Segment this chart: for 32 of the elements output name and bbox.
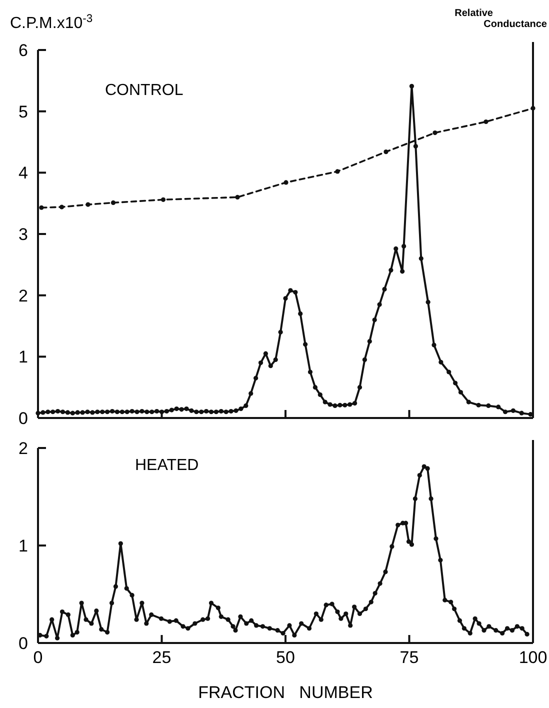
point	[160, 197, 166, 202]
y2-axis-title: Relative Conductance	[454, 8, 548, 30]
y-tick-label: 1	[18, 536, 28, 556]
point	[432, 130, 438, 136]
y-tick-label: 6	[18, 40, 28, 60]
point	[335, 169, 340, 174]
y-tick-label: 0	[18, 408, 28, 428]
point	[384, 150, 388, 154]
point	[530, 106, 536, 111]
y-tick-label: 3	[18, 224, 28, 244]
x-tick-label: 75	[400, 648, 419, 667]
point	[110, 200, 116, 206]
y-tick-label: 4	[18, 164, 28, 183]
point	[284, 180, 288, 185]
x-tick-label: 50	[276, 648, 295, 667]
x-tick-label: 25	[152, 648, 172, 667]
point	[235, 194, 240, 200]
y-tick-label: 2	[18, 286, 28, 306]
y-axis-title: C.P.M.x10$^{-3}$	[10, 13, 93, 32]
y-tick-label: 1	[18, 348, 28, 367]
point	[39, 205, 44, 210]
annotation: HEATED	[135, 457, 199, 474]
point	[86, 202, 90, 207]
x-tick-label: 0	[33, 648, 43, 667]
annotation: CONTROL	[105, 82, 184, 99]
y-tick-label: 5	[18, 102, 28, 122]
x-axis-title: FRACTION NUMBER	[198, 683, 373, 702]
point	[59, 204, 64, 210]
point	[484, 119, 488, 124]
y-tick-label: 0	[18, 634, 28, 653]
y-tick-label: 2	[18, 438, 28, 458]
x-tick-label: 100	[518, 648, 548, 667]
